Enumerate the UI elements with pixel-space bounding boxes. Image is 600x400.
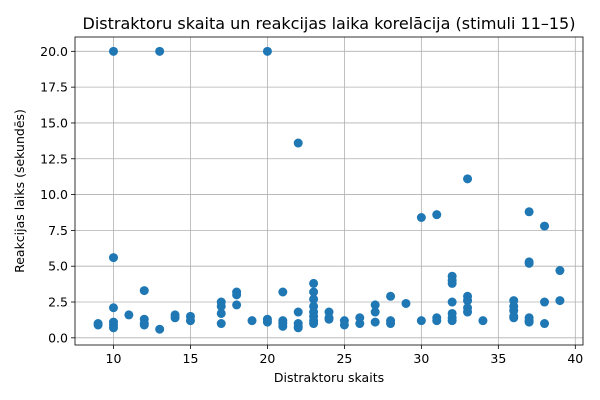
data-point <box>262 317 272 327</box>
data-point <box>216 319 226 329</box>
data-point <box>324 314 334 324</box>
data-point <box>540 297 550 307</box>
data-point <box>370 317 380 327</box>
x-axis-label: Distraktoru skaits <box>274 370 384 385</box>
data-point <box>293 323 303 333</box>
x-tick-label: 25 <box>336 351 352 366</box>
data-point <box>386 319 396 329</box>
plot-frame <box>74 36 584 346</box>
data-point <box>555 296 565 306</box>
data-point <box>278 321 288 331</box>
data-point <box>416 213 426 223</box>
data-point <box>463 174 473 184</box>
y-tick-label: 15.0 <box>40 115 68 130</box>
x-tick-label: 15 <box>183 351 199 366</box>
data-point <box>555 266 565 276</box>
data-point <box>386 291 396 301</box>
chart-title: Distraktoru skaita un reakcijas laika ko… <box>83 14 576 33</box>
y-tick-label: 12.5 <box>40 151 68 166</box>
data-point <box>216 308 226 318</box>
data-point <box>447 278 457 288</box>
data-point <box>447 297 457 307</box>
data-point <box>139 286 149 296</box>
data-point <box>524 258 534 268</box>
data-point <box>170 313 180 323</box>
data-point <box>247 316 257 326</box>
data-point <box>432 316 442 326</box>
data-point <box>524 207 534 217</box>
data-point <box>339 320 349 330</box>
data-point <box>447 316 457 326</box>
data-point <box>232 290 242 300</box>
y-tick-label: 0.0 <box>48 330 68 345</box>
y-tick-label: 20.0 <box>40 44 68 59</box>
axis-ticks: 10 15 20 25 30 35 40 0.0 2.5 5.0 7.5 10.0 12.5 15.0 17… <box>40 44 583 366</box>
data-point <box>416 316 426 326</box>
data-point <box>278 287 288 297</box>
data-point <box>262 46 272 56</box>
data-point <box>309 319 319 329</box>
data-point <box>216 301 226 311</box>
data-point <box>155 46 165 56</box>
data-point <box>108 253 118 263</box>
x-tick-label: 30 <box>413 351 429 366</box>
y-tick-label: 10.0 <box>40 187 68 202</box>
data-point <box>124 310 134 320</box>
data-point <box>540 221 550 231</box>
data-point <box>155 324 165 334</box>
y-tick-label: 5.0 <box>48 259 68 274</box>
x-tick-label: 40 <box>567 351 583 366</box>
grid-lines <box>75 37 583 345</box>
data-points <box>93 46 565 334</box>
data-point <box>540 319 550 329</box>
data-point <box>309 278 319 288</box>
y-tick-label: 7.5 <box>48 223 68 238</box>
data-point <box>478 316 488 326</box>
y-axis-label: Reakcijas laiks (sekundēs) <box>12 109 27 273</box>
data-point <box>309 294 319 304</box>
data-point <box>293 138 303 148</box>
data-point <box>509 313 519 323</box>
data-point <box>432 210 442 220</box>
data-point <box>401 298 411 308</box>
data-point <box>93 319 103 329</box>
y-tick-label: 2.5 <box>48 295 68 310</box>
data-point <box>463 307 473 317</box>
data-point <box>355 319 365 329</box>
data-point <box>108 46 118 56</box>
x-tick-label: 10 <box>106 351 122 366</box>
x-tick-label: 35 <box>490 351 506 366</box>
x-tick-label: 20 <box>259 351 275 366</box>
data-point <box>139 320 149 330</box>
data-point <box>370 307 380 317</box>
data-point <box>232 300 242 310</box>
data-point <box>370 300 380 310</box>
y-tick-label: 17.5 <box>40 80 68 95</box>
data-point <box>108 323 118 333</box>
data-point <box>185 316 195 326</box>
data-point <box>524 317 534 327</box>
data-point <box>293 307 303 317</box>
data-point <box>463 296 473 306</box>
data-point <box>309 287 319 297</box>
data-point <box>108 303 118 313</box>
